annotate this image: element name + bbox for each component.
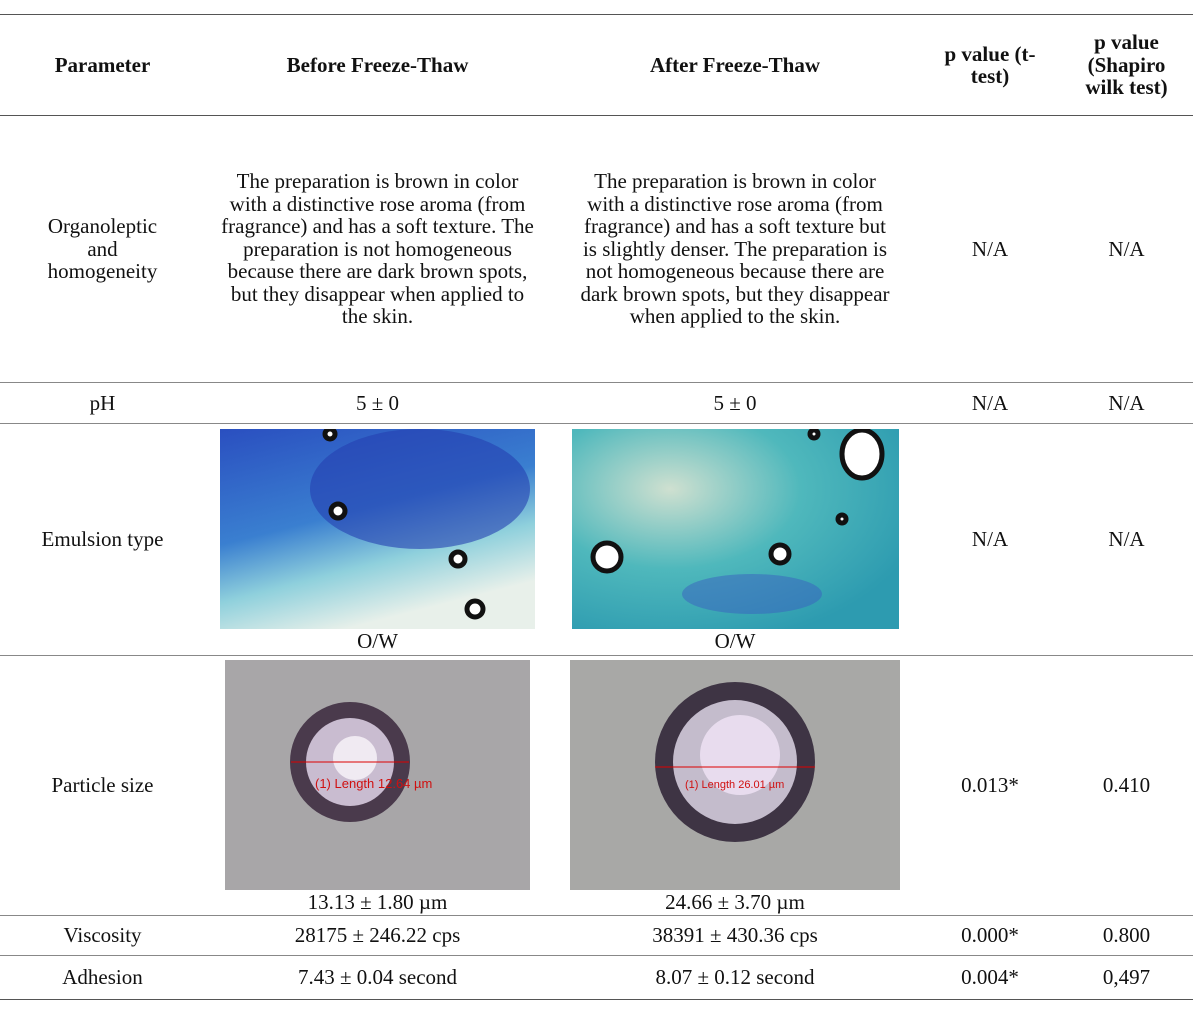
cell: Adhesion: [0, 956, 205, 1000]
cell: O/W: [205, 424, 550, 656]
cell: 0.000*: [920, 916, 1060, 956]
cell: 38391 ± 430.36 cps: [550, 916, 920, 956]
cell: The preparation is brown in color with a…: [550, 116, 920, 383]
cell: 0.004*: [920, 956, 1060, 1000]
micrograph: (1) Length 26.01 µm: [570, 660, 900, 890]
micrograph: [220, 429, 535, 629]
cell: 0.800: [1060, 916, 1193, 956]
row: Adhesion 7.43 ± 0.04 second 8.07 ± 0.12 …: [0, 956, 1193, 1000]
cell: 8.07 ± 0.12 second: [550, 956, 920, 1000]
header-cell: p value (t-test): [920, 15, 1060, 116]
cell: The preparation is brown in color with a…: [205, 116, 550, 383]
cell-text: The preparation is brown in color with a…: [218, 170, 538, 328]
row: Emulsion type O/W O/W N/A N/A: [0, 424, 1193, 656]
cell: 5 ± 0: [550, 383, 920, 424]
cell-text: 24.66 ± 3.70 µm: [554, 890, 916, 914]
header-cell: Parameter: [0, 15, 205, 116]
cell: Organoleptic and homogeneity: [0, 116, 205, 383]
cell: 0.013*: [920, 656, 1060, 916]
cell: 0,497: [1060, 956, 1193, 1000]
cell-text: O/W: [209, 629, 546, 653]
cell: N/A: [920, 424, 1060, 656]
cell: N/A: [1060, 383, 1193, 424]
cell: Emulsion type: [0, 424, 205, 656]
cell-text: Organoleptic and homogeneity: [38, 215, 168, 283]
row: Viscosity 28175 ± 246.22 cps 38391 ± 430…: [0, 916, 1193, 956]
row: Organoleptic and homogeneity The prepara…: [0, 116, 1193, 383]
cell: 28175 ± 246.22 cps: [205, 916, 550, 956]
page: Parameter Before Freeze-Thaw After Freez…: [0, 0, 1193, 1015]
cell: pH: [0, 383, 205, 424]
cell-text: 13.13 ± 1.80 µm: [209, 890, 546, 914]
cell: 5 ± 0: [205, 383, 550, 424]
cell: Particle size: [0, 656, 205, 916]
cell: N/A: [1060, 424, 1193, 656]
cell: N/A: [1060, 116, 1193, 383]
image-label: (1) Length 12.64 µm: [315, 776, 432, 791]
cell-text: The preparation is brown in color with a…: [575, 170, 895, 328]
header-cell: After Freeze-Thaw: [550, 15, 920, 116]
cell: 0.410: [1060, 656, 1193, 916]
cell: O/W: [550, 424, 920, 656]
cell: N/A: [920, 116, 1060, 383]
header-cell: Before Freeze-Thaw: [205, 15, 550, 116]
micrograph: [572, 429, 899, 629]
cell-text: O/W: [554, 629, 916, 653]
header-cell: p value (Shapiro wilk test): [1060, 15, 1193, 116]
header-row: Parameter Before Freeze-Thaw After Freez…: [0, 15, 1193, 116]
row: Particle size (1) Length 12.64 µm 13.13 …: [0, 656, 1193, 916]
cell: (1) Length 26.01 µm 24.66 ± 3.70 µm: [550, 656, 920, 916]
cell: N/A: [920, 383, 1060, 424]
cell: Viscosity: [0, 916, 205, 956]
cell: 7.43 ± 0.04 second: [205, 956, 550, 1000]
row: pH 5 ± 0 5 ± 0 N/A N/A: [0, 383, 1193, 424]
results-table: Parameter Before Freeze-Thaw After Freez…: [0, 14, 1193, 1000]
image-label: (1) Length 26.01 µm: [685, 779, 784, 791]
cell: (1) Length 12.64 µm 13.13 ± 1.80 µm: [205, 656, 550, 916]
micrograph: (1) Length 12.64 µm: [225, 660, 530, 890]
